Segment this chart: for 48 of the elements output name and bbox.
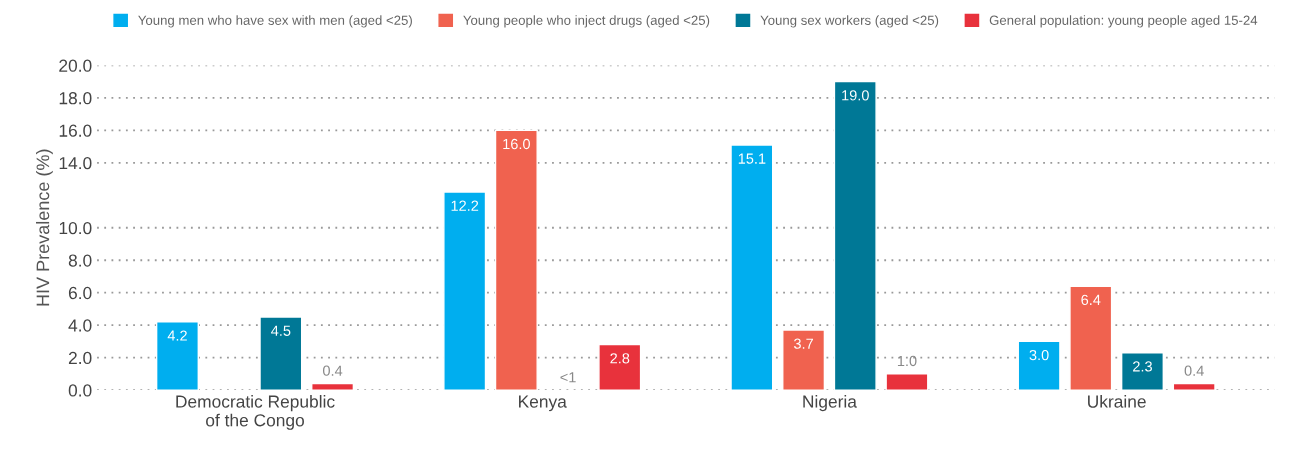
y-tick-label: 20.0: [59, 59, 92, 72]
bar: [598, 343, 642, 391]
y-tick-label: 2.0: [68, 351, 92, 365]
data-label: 6.4: [1081, 294, 1101, 306]
legend-label: General population: young people aged 15-24: [989, 15, 1258, 28]
bar: [311, 382, 355, 391]
bar: [833, 80, 877, 391]
data-label: 3.0: [1029, 349, 1049, 361]
data-label: 1.0: [897, 355, 917, 367]
x-tick-label: Nigeria: [803, 394, 857, 412]
legend-label: Young sex workers (aged <25): [760, 15, 939, 28]
bar: [782, 329, 826, 391]
y-tick-label: 10.0: [59, 221, 92, 235]
bar: [885, 373, 929, 391]
data-label: 15.1: [738, 153, 766, 164]
bar: [730, 144, 774, 391]
bar: [1172, 382, 1216, 391]
bar: [1017, 340, 1061, 391]
data-label: 2.3: [1133, 361, 1152, 372]
bar: [155, 321, 199, 391]
y-tick-label: 14.0: [59, 156, 92, 170]
y-tick-label: 16.0: [59, 124, 92, 137]
data-label: 0.4: [322, 365, 343, 376]
x-tick-label: Democratic Republic of the Congo: [176, 394, 335, 430]
y-tick-label: 6.0: [68, 286, 92, 300]
y-axis-title: HIV Prevalence (%): [36, 149, 53, 306]
data-label: 19.0: [842, 90, 869, 101]
x-tick-label: Kenya: [519, 395, 567, 412]
y-tick-label: 18.0: [59, 92, 92, 105]
data-label: 16.0: [503, 138, 530, 150]
text: <1: [560, 372, 576, 383]
bar: [1069, 285, 1113, 391]
bar: [259, 316, 303, 391]
data-label: 2.8: [610, 353, 630, 364]
x-tick-label: Ukraine: [1088, 394, 1146, 408]
bar: [494, 129, 538, 391]
bar: [443, 191, 487, 391]
y-tick-label: 0.0: [68, 384, 92, 397]
y-tick-label: 8.0: [68, 254, 92, 267]
data-label: 4.2: [167, 330, 187, 341]
data-label: 3.7: [793, 338, 813, 349]
data-label: 12.2: [451, 200, 479, 211]
data-label: 0.4: [1184, 365, 1204, 376]
data-label: 4.5: [271, 325, 291, 336]
legend-label: Young men who have sex with men (aged <25): [138, 15, 412, 28]
bar: [1120, 352, 1164, 391]
legend-label: Young people who inject drugs (aged <25): [463, 15, 710, 28]
y-tick-label: 4.0: [68, 319, 92, 332]
